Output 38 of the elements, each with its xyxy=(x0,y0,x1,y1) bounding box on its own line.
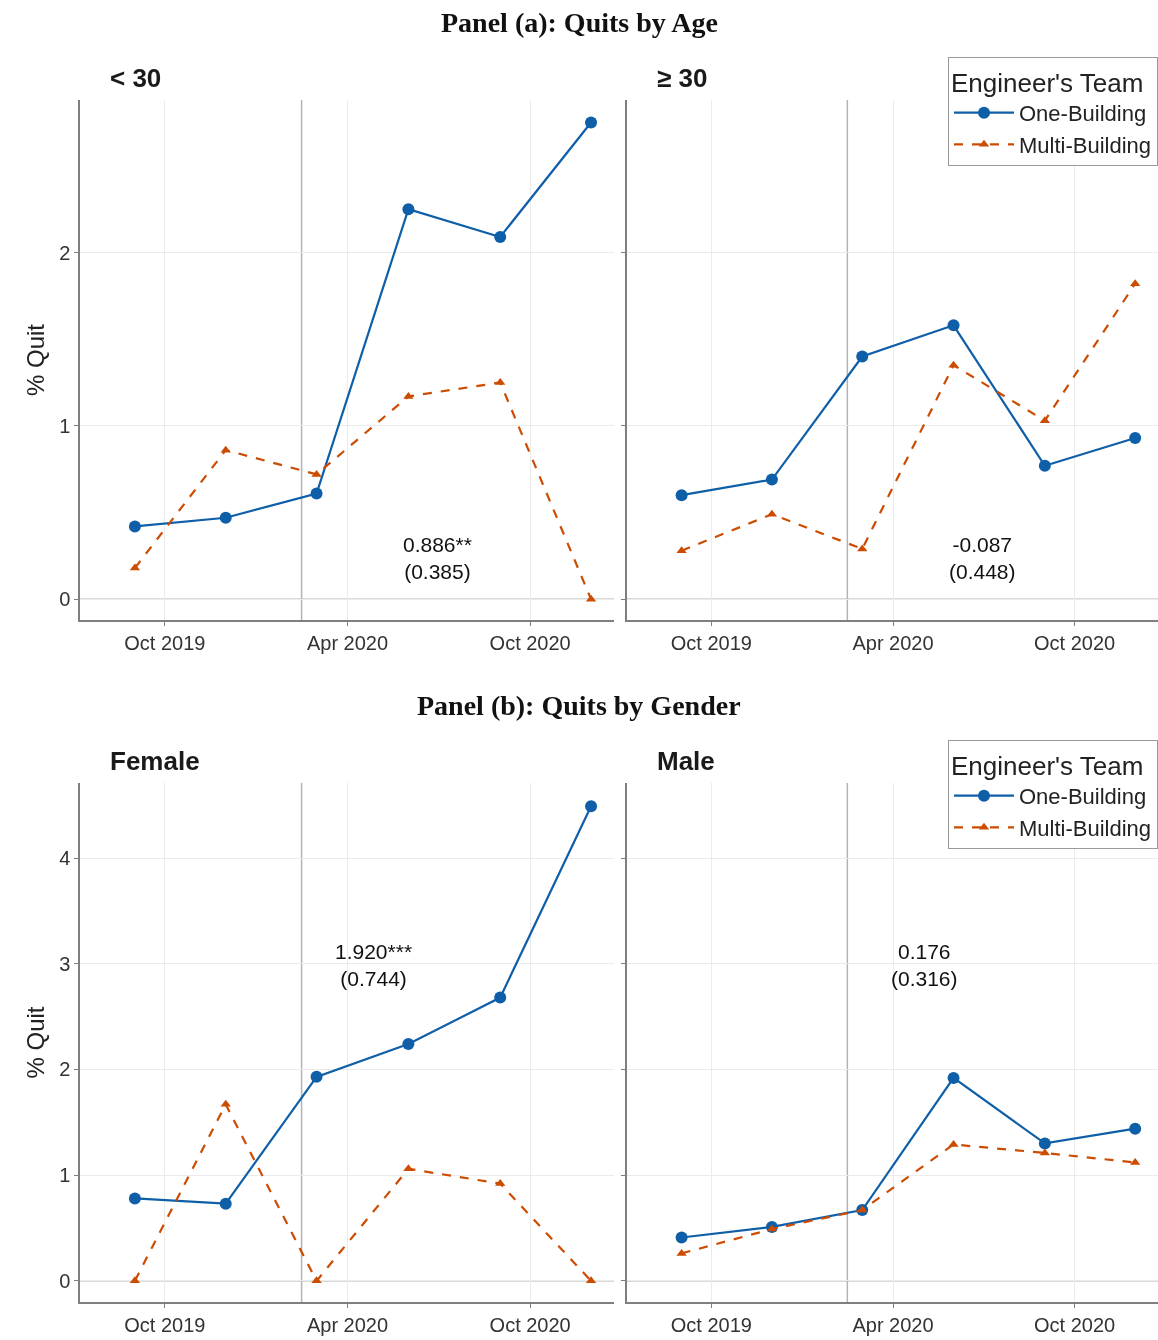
legend-title: Engineer's Team xyxy=(951,67,1144,98)
x-tick-label: Oct 2020 xyxy=(489,1313,571,1336)
x-tick-label: Apr 2020 xyxy=(852,631,934,654)
annotation: -0.087 (0.448) xyxy=(949,533,1016,584)
x-tick-label: Oct 2020 xyxy=(489,631,571,654)
y-tick-label: 1 xyxy=(59,414,71,437)
x-tick-label: Apr 2020 xyxy=(852,1313,934,1336)
legend-label: One-Building xyxy=(1019,101,1147,127)
x-tick-label: Oct 2020 xyxy=(1034,631,1116,654)
legend-label: Multi-Building xyxy=(1019,132,1152,158)
x-tick-label: Oct 2019 xyxy=(670,1313,752,1336)
x-tick-label: Apr 2020 xyxy=(306,1313,389,1336)
annotation: 1.920*** (0.744) xyxy=(335,940,413,991)
chart-title: Panel (a): Quits by Age xyxy=(441,7,718,38)
x-tick-label: Oct 2019 xyxy=(124,1313,206,1336)
y-tick-label: 2 xyxy=(59,1058,71,1081)
chart-subtitle: ≥ 30 xyxy=(657,63,708,93)
y-axis-title: % Quit xyxy=(21,323,49,397)
legend-title: Engineer's Team xyxy=(951,750,1144,781)
chart-title: Panel (b): Quits by Gender xyxy=(417,690,741,721)
y-axis-title: % Quit xyxy=(21,1006,49,1079)
y-tick-label: 2 xyxy=(59,241,71,264)
y-tick-label: 1 xyxy=(59,1164,71,1187)
y-tick-label: 4 xyxy=(59,847,71,870)
legend-label: Multi-Building xyxy=(1019,815,1152,841)
x-tick-label: Apr 2020 xyxy=(306,631,389,654)
annotation: 0.176 (0.316) xyxy=(891,940,958,991)
annotation: 0.886** (0.385) xyxy=(403,533,472,584)
y-tick-label: 0 xyxy=(59,1269,71,1292)
y-tick-label: 3 xyxy=(59,952,71,975)
x-tick-label: Oct 2020 xyxy=(1034,1313,1116,1336)
chart-subtitle: Female xyxy=(110,746,200,776)
chart-subtitle: Male xyxy=(657,746,715,776)
y-tick-label: 0 xyxy=(59,588,71,611)
legend-label: One-Building xyxy=(1019,784,1147,810)
x-tick-label: Oct 2019 xyxy=(670,631,752,654)
x-tick-label: Oct 2019 xyxy=(124,631,206,654)
chart-subtitle: < 30 xyxy=(110,63,162,93)
